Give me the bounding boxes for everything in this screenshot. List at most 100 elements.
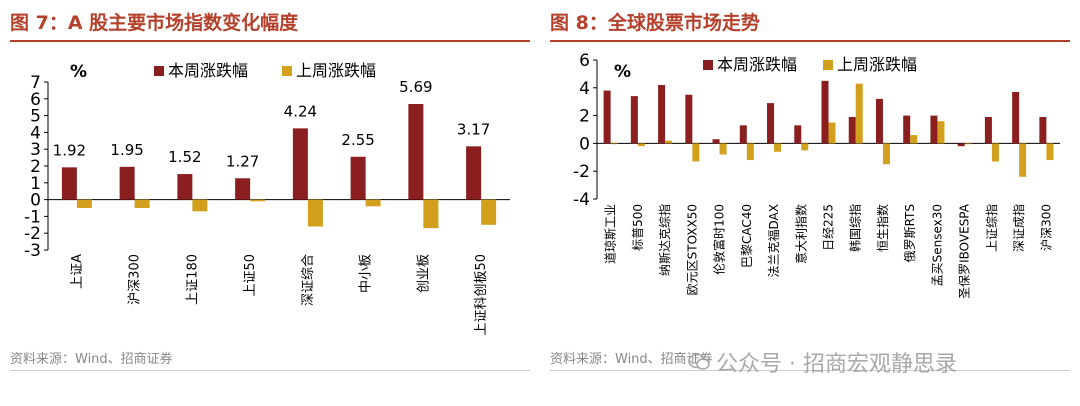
chart2-title: 图 8：全球股票市场走势 — [550, 12, 760, 34]
bar-this-week — [630, 96, 638, 144]
bar-last-week — [423, 199, 439, 229]
bar-last-week — [991, 143, 999, 162]
bar-last-week — [910, 135, 918, 144]
y-tick-label: 6 — [30, 90, 41, 110]
bar-this-week — [292, 128, 308, 200]
bar-last-week — [882, 143, 890, 165]
legend-swatch — [282, 66, 292, 76]
y-tick-label: 2 — [579, 107, 590, 127]
bar-last-week — [192, 199, 208, 212]
y-tick-label: 0 — [579, 134, 590, 154]
bar-this-week — [466, 146, 482, 200]
category-label: 伦敦富时100 — [712, 204, 727, 275]
bar-last-week — [1019, 143, 1027, 177]
y-tick-label: 4 — [30, 123, 41, 143]
bar-last-week — [365, 199, 381, 207]
bar-last-week — [481, 199, 497, 225]
watermark: 公众号 · 招商宏观静思录 — [688, 346, 957, 378]
y-tick-label: -3 — [24, 241, 41, 261]
bar-this-week — [1012, 91, 1020, 144]
category-label: 沪深300 — [1039, 204, 1053, 251]
category-label: 道琼斯工业 — [603, 204, 618, 264]
category-label: 沪深300 — [127, 254, 143, 305]
watermark-text: 公众号 · 招商宏观静思录 — [716, 352, 957, 377]
bar-last-week — [1046, 143, 1054, 161]
bar-last-week — [937, 121, 945, 144]
data-label: 5.69 — [399, 78, 432, 96]
y-tick-label: -2 — [24, 224, 41, 244]
bar-this-week — [177, 174, 193, 200]
y-tick-label: 0 — [30, 191, 41, 211]
data-label: 1.52 — [168, 148, 201, 166]
category-label: 巴黎CAC40 — [740, 204, 754, 268]
bar-last-week — [719, 143, 727, 155]
wechat-icon — [688, 353, 710, 370]
legend-label: 本周涨跌幅 — [168, 61, 248, 80]
bar-this-week — [903, 115, 911, 144]
category-label: 深证成指 — [1011, 204, 1026, 252]
data-label: 4.24 — [284, 102, 317, 120]
data-label: 1.92 — [53, 141, 86, 159]
bar-this-week — [350, 156, 366, 200]
bar-this-week — [712, 139, 720, 144]
data-label: 1.27 — [226, 152, 259, 170]
bar-last-week — [828, 122, 836, 144]
legend-label: 本周涨跌幅 — [717, 55, 797, 74]
bar-last-week — [610, 143, 618, 145]
category-label: 欧元区STOXX50 — [685, 204, 699, 295]
chart2-source: 资料来源：Wind、招商证券 — [550, 352, 713, 367]
data-label: 2.55 — [341, 131, 374, 149]
y-tick-label: -2 — [573, 162, 590, 182]
data-label: 1.95 — [110, 141, 143, 159]
bar-last-week — [692, 143, 700, 162]
chart1-source-rule — [10, 370, 530, 371]
bar-this-week — [685, 94, 693, 144]
bar-this-week — [821, 80, 829, 144]
y-tick-label: 7 — [30, 73, 41, 93]
category-label: 意大利指数 — [793, 204, 808, 264]
bar-last-week — [801, 143, 809, 151]
y-tick-label: 6 — [579, 51, 590, 71]
bar-this-week — [875, 98, 883, 144]
bar-this-week — [984, 116, 992, 144]
y-unit-label: % — [614, 62, 631, 82]
category-label: 日经225 — [822, 204, 836, 251]
category-label: 上证50 — [243, 254, 258, 297]
bar-last-week — [774, 143, 782, 152]
legend-swatch — [823, 60, 833, 70]
bar-last-week — [134, 199, 150, 208]
category-label: 法兰克福DAX — [766, 204, 781, 277]
category-label: 恒生指数 — [875, 204, 890, 252]
category-label: 上证综指 — [984, 204, 999, 252]
category-label: 上证科创板50 — [474, 254, 489, 336]
bar-this-week — [658, 85, 666, 144]
bar-last-week — [76, 199, 92, 208]
bar-this-week — [119, 166, 135, 200]
bar-last-week — [637, 143, 645, 147]
legend-swatch — [703, 60, 713, 70]
bar-this-week — [603, 90, 611, 144]
y-tick-label: 2 — [30, 157, 41, 177]
bar-this-week — [408, 104, 424, 200]
y-tick-label: 1 — [30, 174, 41, 194]
bar-this-week — [61, 167, 77, 200]
category-label: 上证180 — [185, 254, 200, 305]
bar-last-week — [964, 143, 972, 145]
bar-this-week — [848, 116, 856, 144]
bar-last-week — [250, 199, 266, 202]
chart2-source-rule — [550, 370, 1070, 371]
chart1-title: 图 7：A 股主要市场指数变化幅度 — [10, 12, 299, 34]
bar-last-week — [746, 143, 754, 161]
data-label: 3.17 — [457, 120, 490, 138]
legend-swatch — [154, 66, 164, 76]
chart2-title-rule — [550, 40, 1070, 42]
y-tick-label: 5 — [30, 107, 41, 127]
y-unit-label: % — [70, 62, 87, 82]
bar-this-week — [235, 178, 251, 200]
bar-last-week — [307, 199, 323, 227]
category-label: 纳斯达克综指 — [657, 204, 672, 276]
category-label: 孟买Sensex30 — [930, 204, 944, 286]
category-label: 创业板 — [416, 254, 431, 293]
